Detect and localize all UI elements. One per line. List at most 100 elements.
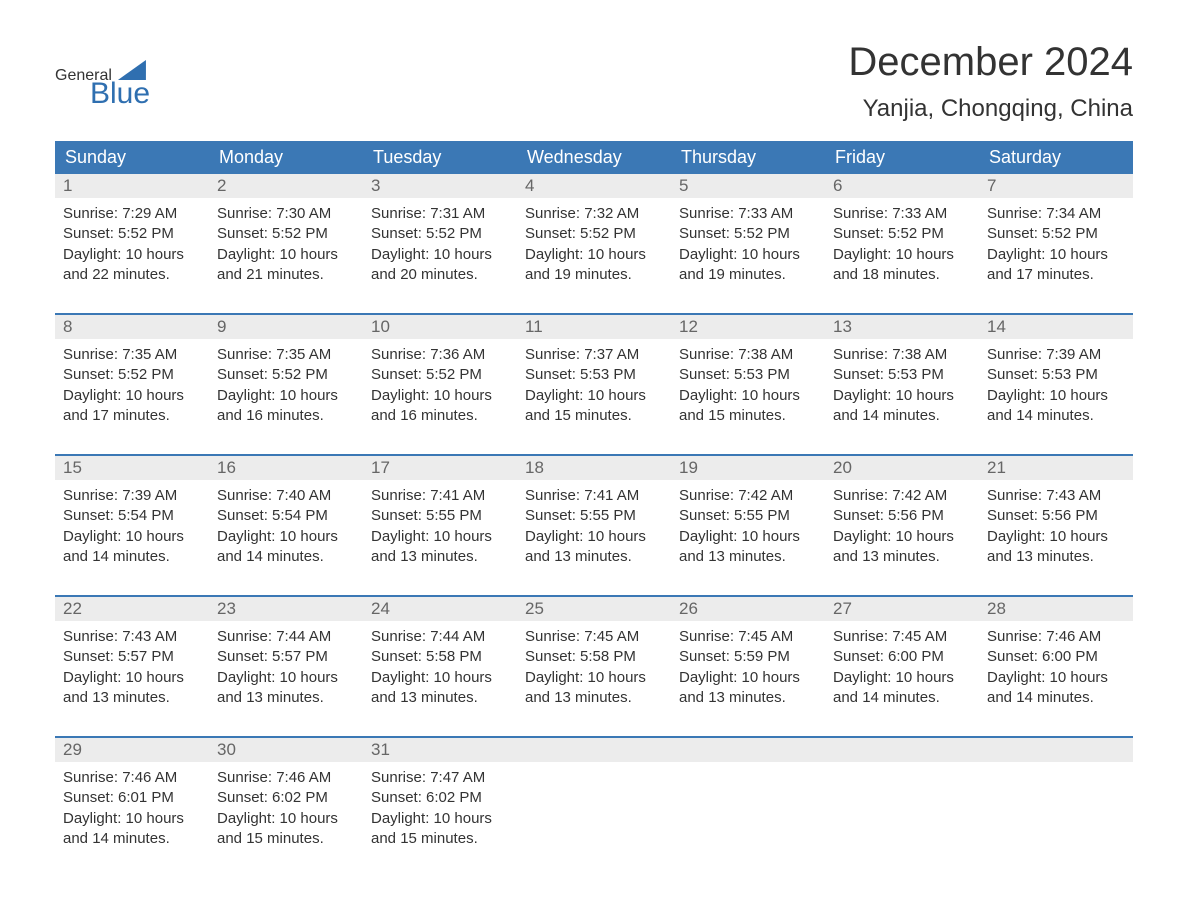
- daylight-line-1: Daylight: 10 hours: [987, 668, 1125, 688]
- daylight-line-1: Daylight: 10 hours: [525, 386, 663, 406]
- day-cell: Sunrise: 7:44 AMSunset: 5:57 PMDaylight:…: [209, 621, 363, 736]
- daylight-line-2: and 15 minutes.: [371, 829, 509, 849]
- day-cell: Sunrise: 7:33 AMSunset: 5:52 PMDaylight:…: [671, 198, 825, 313]
- sunrise-line: Sunrise: 7:45 AM: [525, 627, 663, 647]
- sunset-line: Sunset: 5:57 PM: [217, 647, 355, 667]
- sunset-line: Sunset: 5:56 PM: [833, 506, 971, 526]
- sunset-line: Sunset: 5:58 PM: [371, 647, 509, 667]
- sunrise-line: Sunrise: 7:30 AM: [217, 204, 355, 224]
- daylight-line-2: and 19 minutes.: [525, 265, 663, 285]
- sunrise-line: Sunrise: 7:45 AM: [833, 627, 971, 647]
- day-cell: Sunrise: 7:46 AMSunset: 6:01 PMDaylight:…: [55, 762, 209, 877]
- day-number-row: 293031: [55, 738, 1133, 762]
- sunset-line: Sunset: 5:52 PM: [371, 365, 509, 385]
- sunset-line: Sunset: 6:00 PM: [987, 647, 1125, 667]
- day-number-row: 22232425262728: [55, 597, 1133, 621]
- daylight-line-2: and 13 minutes.: [371, 688, 509, 708]
- sunset-line: Sunset: 5:57 PM: [63, 647, 201, 667]
- daylight-line-1: Daylight: 10 hours: [371, 386, 509, 406]
- day-number: 19: [671, 456, 825, 480]
- daylight-line-1: Daylight: 10 hours: [833, 245, 971, 265]
- day-cell: Sunrise: 7:45 AMSunset: 6:00 PMDaylight:…: [825, 621, 979, 736]
- day-number: 2: [209, 174, 363, 198]
- sunset-line: Sunset: 5:52 PM: [525, 224, 663, 244]
- daylight-line-1: Daylight: 10 hours: [679, 245, 817, 265]
- day-cell: Sunrise: 7:41 AMSunset: 5:55 PMDaylight:…: [363, 480, 517, 595]
- day-number: [517, 738, 671, 762]
- day-cell: [979, 762, 1133, 877]
- title-block: December 2024 Yanjia, Chongqing, China: [848, 40, 1133, 123]
- daylight-line-1: Daylight: 10 hours: [525, 527, 663, 547]
- day-number: 5: [671, 174, 825, 198]
- day-cell: Sunrise: 7:46 AMSunset: 6:02 PMDaylight:…: [209, 762, 363, 877]
- sunset-line: Sunset: 5:55 PM: [525, 506, 663, 526]
- sunrise-line: Sunrise: 7:41 AM: [371, 486, 509, 506]
- sunset-line: Sunset: 5:53 PM: [525, 365, 663, 385]
- sunset-line: Sunset: 5:53 PM: [987, 365, 1125, 385]
- week-row: 1234567Sunrise: 7:29 AMSunset: 5:52 PMDa…: [55, 174, 1133, 313]
- sunrise-line: Sunrise: 7:45 AM: [679, 627, 817, 647]
- sunrise-line: Sunrise: 7:37 AM: [525, 345, 663, 365]
- sunset-line: Sunset: 5:54 PM: [63, 506, 201, 526]
- daylight-line-1: Daylight: 10 hours: [833, 668, 971, 688]
- daylight-line-2: and 14 minutes.: [987, 406, 1125, 426]
- header: General Blue December 2024 Yanjia, Chong…: [55, 40, 1133, 123]
- daylight-line-1: Daylight: 10 hours: [525, 245, 663, 265]
- day-cell: Sunrise: 7:35 AMSunset: 5:52 PMDaylight:…: [55, 339, 209, 454]
- daylight-line-1: Daylight: 10 hours: [63, 386, 201, 406]
- daylight-line-2: and 13 minutes.: [217, 688, 355, 708]
- daylight-line-1: Daylight: 10 hours: [371, 527, 509, 547]
- day-number: 20: [825, 456, 979, 480]
- daylight-line-1: Daylight: 10 hours: [217, 809, 355, 829]
- day-cell: Sunrise: 7:31 AMSunset: 5:52 PMDaylight:…: [363, 198, 517, 313]
- daylight-line-2: and 14 minutes.: [63, 547, 201, 567]
- day-cell: Sunrise: 7:34 AMSunset: 5:52 PMDaylight:…: [979, 198, 1133, 313]
- daylight-line-2: and 22 minutes.: [63, 265, 201, 285]
- daylight-line-2: and 13 minutes.: [525, 688, 663, 708]
- sunrise-line: Sunrise: 7:44 AM: [371, 627, 509, 647]
- dow-cell: Wednesday: [517, 141, 671, 174]
- sunrise-line: Sunrise: 7:35 AM: [63, 345, 201, 365]
- sunset-line: Sunset: 5:52 PM: [833, 224, 971, 244]
- daylight-line-2: and 15 minutes.: [679, 406, 817, 426]
- day-cell: Sunrise: 7:30 AMSunset: 5:52 PMDaylight:…: [209, 198, 363, 313]
- sunrise-line: Sunrise: 7:41 AM: [525, 486, 663, 506]
- dow-cell: Tuesday: [363, 141, 517, 174]
- sunset-line: Sunset: 5:54 PM: [217, 506, 355, 526]
- sunset-line: Sunset: 5:52 PM: [217, 224, 355, 244]
- day-number: 18: [517, 456, 671, 480]
- sunrise-line: Sunrise: 7:43 AM: [63, 627, 201, 647]
- daylight-line-2: and 13 minutes.: [833, 547, 971, 567]
- day-number: 9: [209, 315, 363, 339]
- day-cell: Sunrise: 7:36 AMSunset: 5:52 PMDaylight:…: [363, 339, 517, 454]
- day-number: 27: [825, 597, 979, 621]
- sunrise-line: Sunrise: 7:35 AM: [217, 345, 355, 365]
- sunset-line: Sunset: 6:01 PM: [63, 788, 201, 808]
- daylight-line-1: Daylight: 10 hours: [679, 386, 817, 406]
- sunset-line: Sunset: 6:02 PM: [217, 788, 355, 808]
- daylight-line-1: Daylight: 10 hours: [371, 245, 509, 265]
- sunrise-line: Sunrise: 7:33 AM: [833, 204, 971, 224]
- daylight-line-1: Daylight: 10 hours: [63, 809, 201, 829]
- sunrise-line: Sunrise: 7:32 AM: [525, 204, 663, 224]
- day-number: 15: [55, 456, 209, 480]
- day-number: 16: [209, 456, 363, 480]
- week-row: 293031Sunrise: 7:46 AMSunset: 6:01 PMDay…: [55, 736, 1133, 877]
- week-row: 891011121314Sunrise: 7:35 AMSunset: 5:52…: [55, 313, 1133, 454]
- day-number: 7: [979, 174, 1133, 198]
- sunset-line: Sunset: 6:00 PM: [833, 647, 971, 667]
- sunrise-line: Sunrise: 7:47 AM: [371, 768, 509, 788]
- sunrise-line: Sunrise: 7:44 AM: [217, 627, 355, 647]
- logo-text-2: Blue: [90, 77, 150, 111]
- sunrise-line: Sunrise: 7:46 AM: [217, 768, 355, 788]
- dow-cell: Sunday: [55, 141, 209, 174]
- sunset-line: Sunset: 5:52 PM: [63, 224, 201, 244]
- daylight-line-1: Daylight: 10 hours: [987, 245, 1125, 265]
- daylight-line-2: and 16 minutes.: [371, 406, 509, 426]
- day-cell: Sunrise: 7:44 AMSunset: 5:58 PMDaylight:…: [363, 621, 517, 736]
- sunset-line: Sunset: 5:58 PM: [525, 647, 663, 667]
- day-cell: Sunrise: 7:33 AMSunset: 5:52 PMDaylight:…: [825, 198, 979, 313]
- day-number: 3: [363, 174, 517, 198]
- day-cell: Sunrise: 7:42 AMSunset: 5:56 PMDaylight:…: [825, 480, 979, 595]
- sunrise-line: Sunrise: 7:39 AM: [987, 345, 1125, 365]
